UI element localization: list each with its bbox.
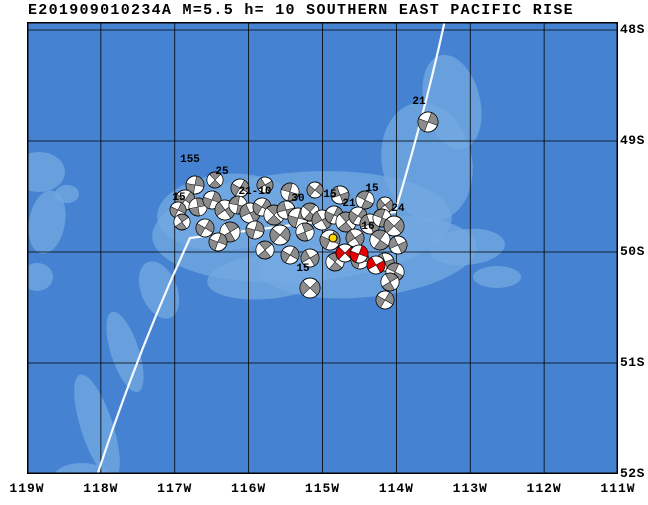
day-label: 15 <box>296 263 310 275</box>
focal-mechanism-beachball <box>280 182 300 202</box>
bathymetry-patch <box>27 263 53 291</box>
focal-mechanism-beachball <box>173 213 191 231</box>
map-title: E201909010234A M=5.5 h= 10 SOUTHERN EAST… <box>28 2 574 19</box>
lon-label: 116W <box>231 481 267 496</box>
focal-mechanism-beachball-red <box>335 243 355 263</box>
focal-mechanism-beachball <box>280 245 300 265</box>
day-label: 155 <box>180 154 200 166</box>
plate-boundary-line <box>96 22 446 474</box>
day-label: 15 <box>365 183 379 195</box>
bathymetry-patch <box>74 374 120 474</box>
day-label: 15 <box>323 189 337 201</box>
lat-label: 48S <box>620 22 645 37</box>
bathymetry-patch <box>138 261 180 319</box>
bathymetry-patch <box>54 463 110 474</box>
map-frame <box>27 22 618 474</box>
bathymetry-patch <box>473 266 521 288</box>
day-label: 25 <box>215 166 229 178</box>
focal-mechanism-beachball <box>269 224 291 246</box>
lat-label: 52S <box>620 466 645 481</box>
focal-mechanism-beachball-red <box>366 255 386 275</box>
day-label: 21-10 <box>238 186 271 198</box>
lon-label: 115W <box>304 481 341 496</box>
focal-mechanism-beachball <box>330 185 350 205</box>
focal-mechanism-beachball <box>295 222 315 242</box>
day-label: 16 <box>361 221 374 233</box>
bathymetry-patch <box>55 185 79 203</box>
lon-label: 114W <box>378 481 414 496</box>
bathymetry-patch <box>429 228 505 266</box>
focal-mechanism-beachball <box>245 220 265 240</box>
lat-label: 51S <box>620 355 645 370</box>
event-dot-yellow <box>328 233 338 243</box>
focal-mechanism-beachball <box>306 181 324 199</box>
bathymetry-patch <box>207 254 327 300</box>
focal-mechanism-beachball <box>195 218 215 238</box>
lat-label: 50S <box>620 244 645 259</box>
lat-label: 49S <box>620 133 645 148</box>
focal-mechanism-beachball <box>206 171 224 189</box>
focal-mechanism-beachball <box>256 176 274 194</box>
bathymetry-patch <box>28 190 66 254</box>
focal-mechanism-beachball <box>380 272 400 292</box>
focal-mechanism-beachball <box>375 290 395 310</box>
focal-mechanism-beachball <box>185 175 205 195</box>
focal-mechanism-beachball <box>255 240 275 260</box>
lon-label: 112W <box>526 481 562 496</box>
day-label: 21 <box>412 96 426 108</box>
focal-mechanism-beachball <box>300 248 320 268</box>
bathymetry-patch <box>27 152 65 192</box>
day-label: 15 <box>172 192 186 204</box>
day-label: 21 <box>342 198 356 210</box>
map-canvas: 21 155 15 25 21-10 30 15 21 15 24 16 15 <box>27 22 618 474</box>
lon-label: 118W <box>83 481 119 496</box>
lon-label: 117W <box>157 481 193 496</box>
focal-mechanism-beachball <box>348 206 368 226</box>
lon-label: 113W <box>452 481 488 496</box>
day-label: 24 <box>391 203 405 215</box>
focal-mechanism-beachball <box>299 277 321 299</box>
focal-mechanism-beachball <box>230 178 250 198</box>
lon-label: 111W <box>600 481 636 496</box>
focal-mechanism-beachball <box>369 229 391 251</box>
graticule <box>27 22 618 474</box>
lon-label: 119W <box>9 481 45 496</box>
focal-mechanism-beachball <box>208 232 228 252</box>
focal-mechanism-beachball <box>388 235 408 255</box>
day-label: 30 <box>291 193 304 205</box>
focal-mechanism-beachball <box>417 111 439 133</box>
focal-mechanism-beachball <box>383 215 405 237</box>
focal-mechanism-beachball-red <box>349 244 369 264</box>
